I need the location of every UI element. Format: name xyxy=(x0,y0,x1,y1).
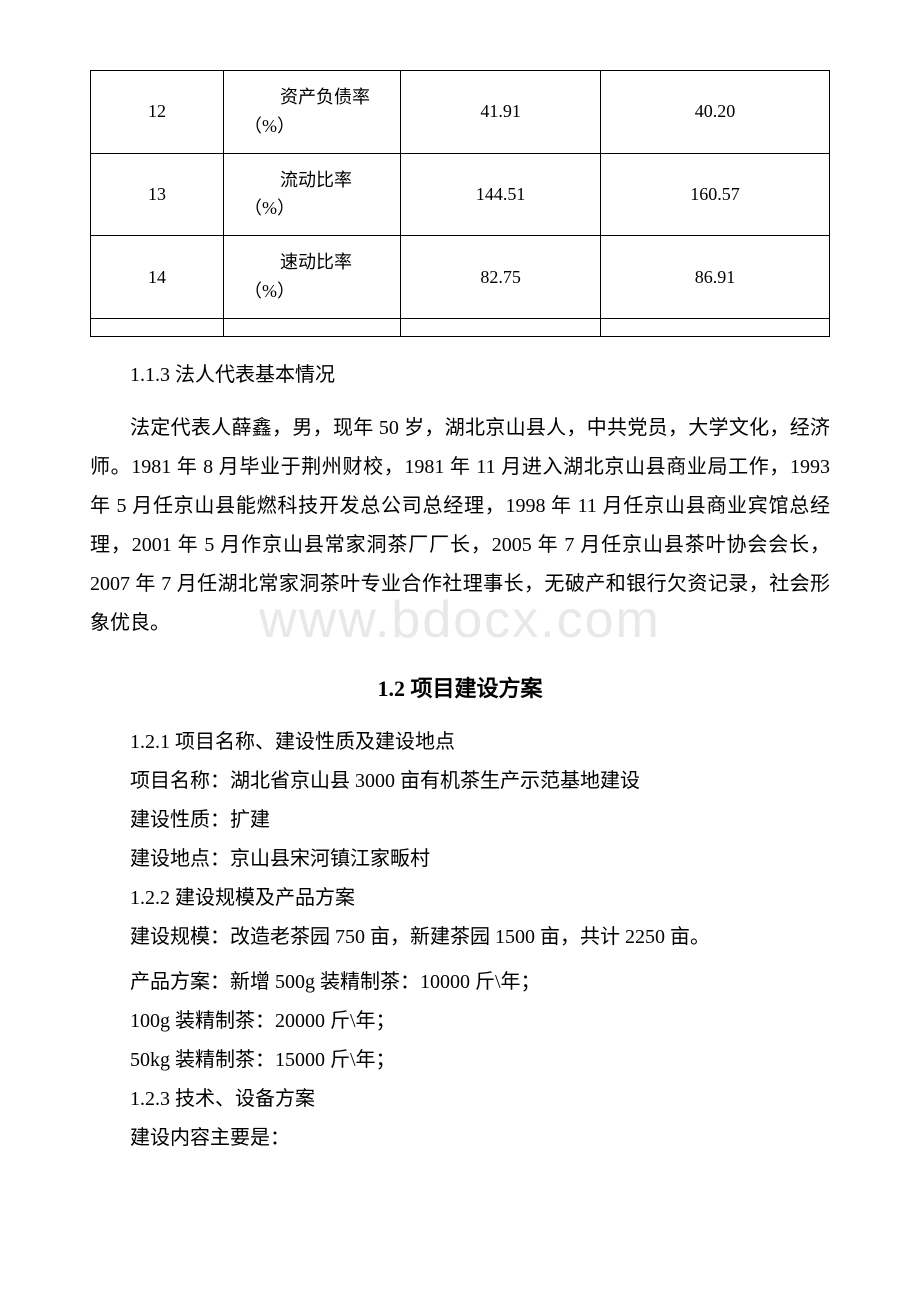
body-paragraph: 1.2.1 项目名称、建设性质及建设地点 xyxy=(90,723,830,762)
cell-label: 流动比率（%） xyxy=(224,153,401,236)
financial-ratio-table: 12 资产负债率（%） 41.91 40.20 13 流动比率（%） 144.5… xyxy=(90,70,830,337)
body-paragraph: 100g 装精制茶：20000 斤\年； xyxy=(90,1002,830,1041)
cell-value-1: 144.51 xyxy=(401,153,601,236)
cell-num: 13 xyxy=(91,153,224,236)
cell-value-1: 41.91 xyxy=(401,71,601,154)
body-paragraph: 法定代表人薛鑫，男，现年 50 岁，湖北京山县人，中共党员，大学文化，经济师。1… xyxy=(90,409,830,643)
cell-value-2: 86.91 xyxy=(600,236,829,319)
cell-num: 12 xyxy=(91,71,224,154)
body-paragraph: 产品方案：新增 500g 装精制茶：10000 斤\年； xyxy=(90,963,830,1002)
cell-value-2: 40.20 xyxy=(600,71,829,154)
cell-value-1: 82.75 xyxy=(401,236,601,319)
cell-value-2: 160.57 xyxy=(600,153,829,236)
section-title: 1.2 项目建设方案 xyxy=(90,671,830,703)
body-paragraph: 建设地点：京山县宋河镇江家畈村 xyxy=(90,840,830,879)
body-paragraph: 50kg 装精制茶：15000 斤\年； xyxy=(90,1041,830,1080)
table-row: 13 流动比率（%） 144.51 160.57 xyxy=(91,153,830,236)
subsection-heading: 1.1.3 法人代表基本情况 xyxy=(90,357,830,393)
cell-empty xyxy=(91,318,224,336)
page-content: 12 资产负债率（%） 41.91 40.20 13 流动比率（%） 144.5… xyxy=(90,70,830,1158)
table-row: 14 速动比率（%） 82.75 86.91 xyxy=(91,236,830,319)
cell-empty xyxy=(401,318,601,336)
body-paragraph: 1.2.2 建设规模及产品方案 xyxy=(90,879,830,918)
body-paragraph: 建设规模：改造老茶园 750 亩，新建茶园 1500 亩，共计 2250 亩。 xyxy=(90,918,830,957)
table-row: 12 资产负债率（%） 41.91 40.20 xyxy=(91,71,830,154)
body-paragraph: 建设内容主要是： xyxy=(90,1119,830,1158)
cell-label: 速动比率（%） xyxy=(224,236,401,319)
body-paragraph: 项目名称：湖北省京山县 3000 亩有机茶生产示范基地建设 xyxy=(90,762,830,801)
body-paragraph: 1.2.3 技术、设备方案 xyxy=(90,1080,830,1119)
body-paragraph: 建设性质：扩建 xyxy=(90,801,830,840)
cell-num: 14 xyxy=(91,236,224,319)
cell-empty xyxy=(224,318,401,336)
cell-empty xyxy=(600,318,829,336)
cell-label: 资产负债率（%） xyxy=(224,71,401,154)
table-row-empty xyxy=(91,318,830,336)
